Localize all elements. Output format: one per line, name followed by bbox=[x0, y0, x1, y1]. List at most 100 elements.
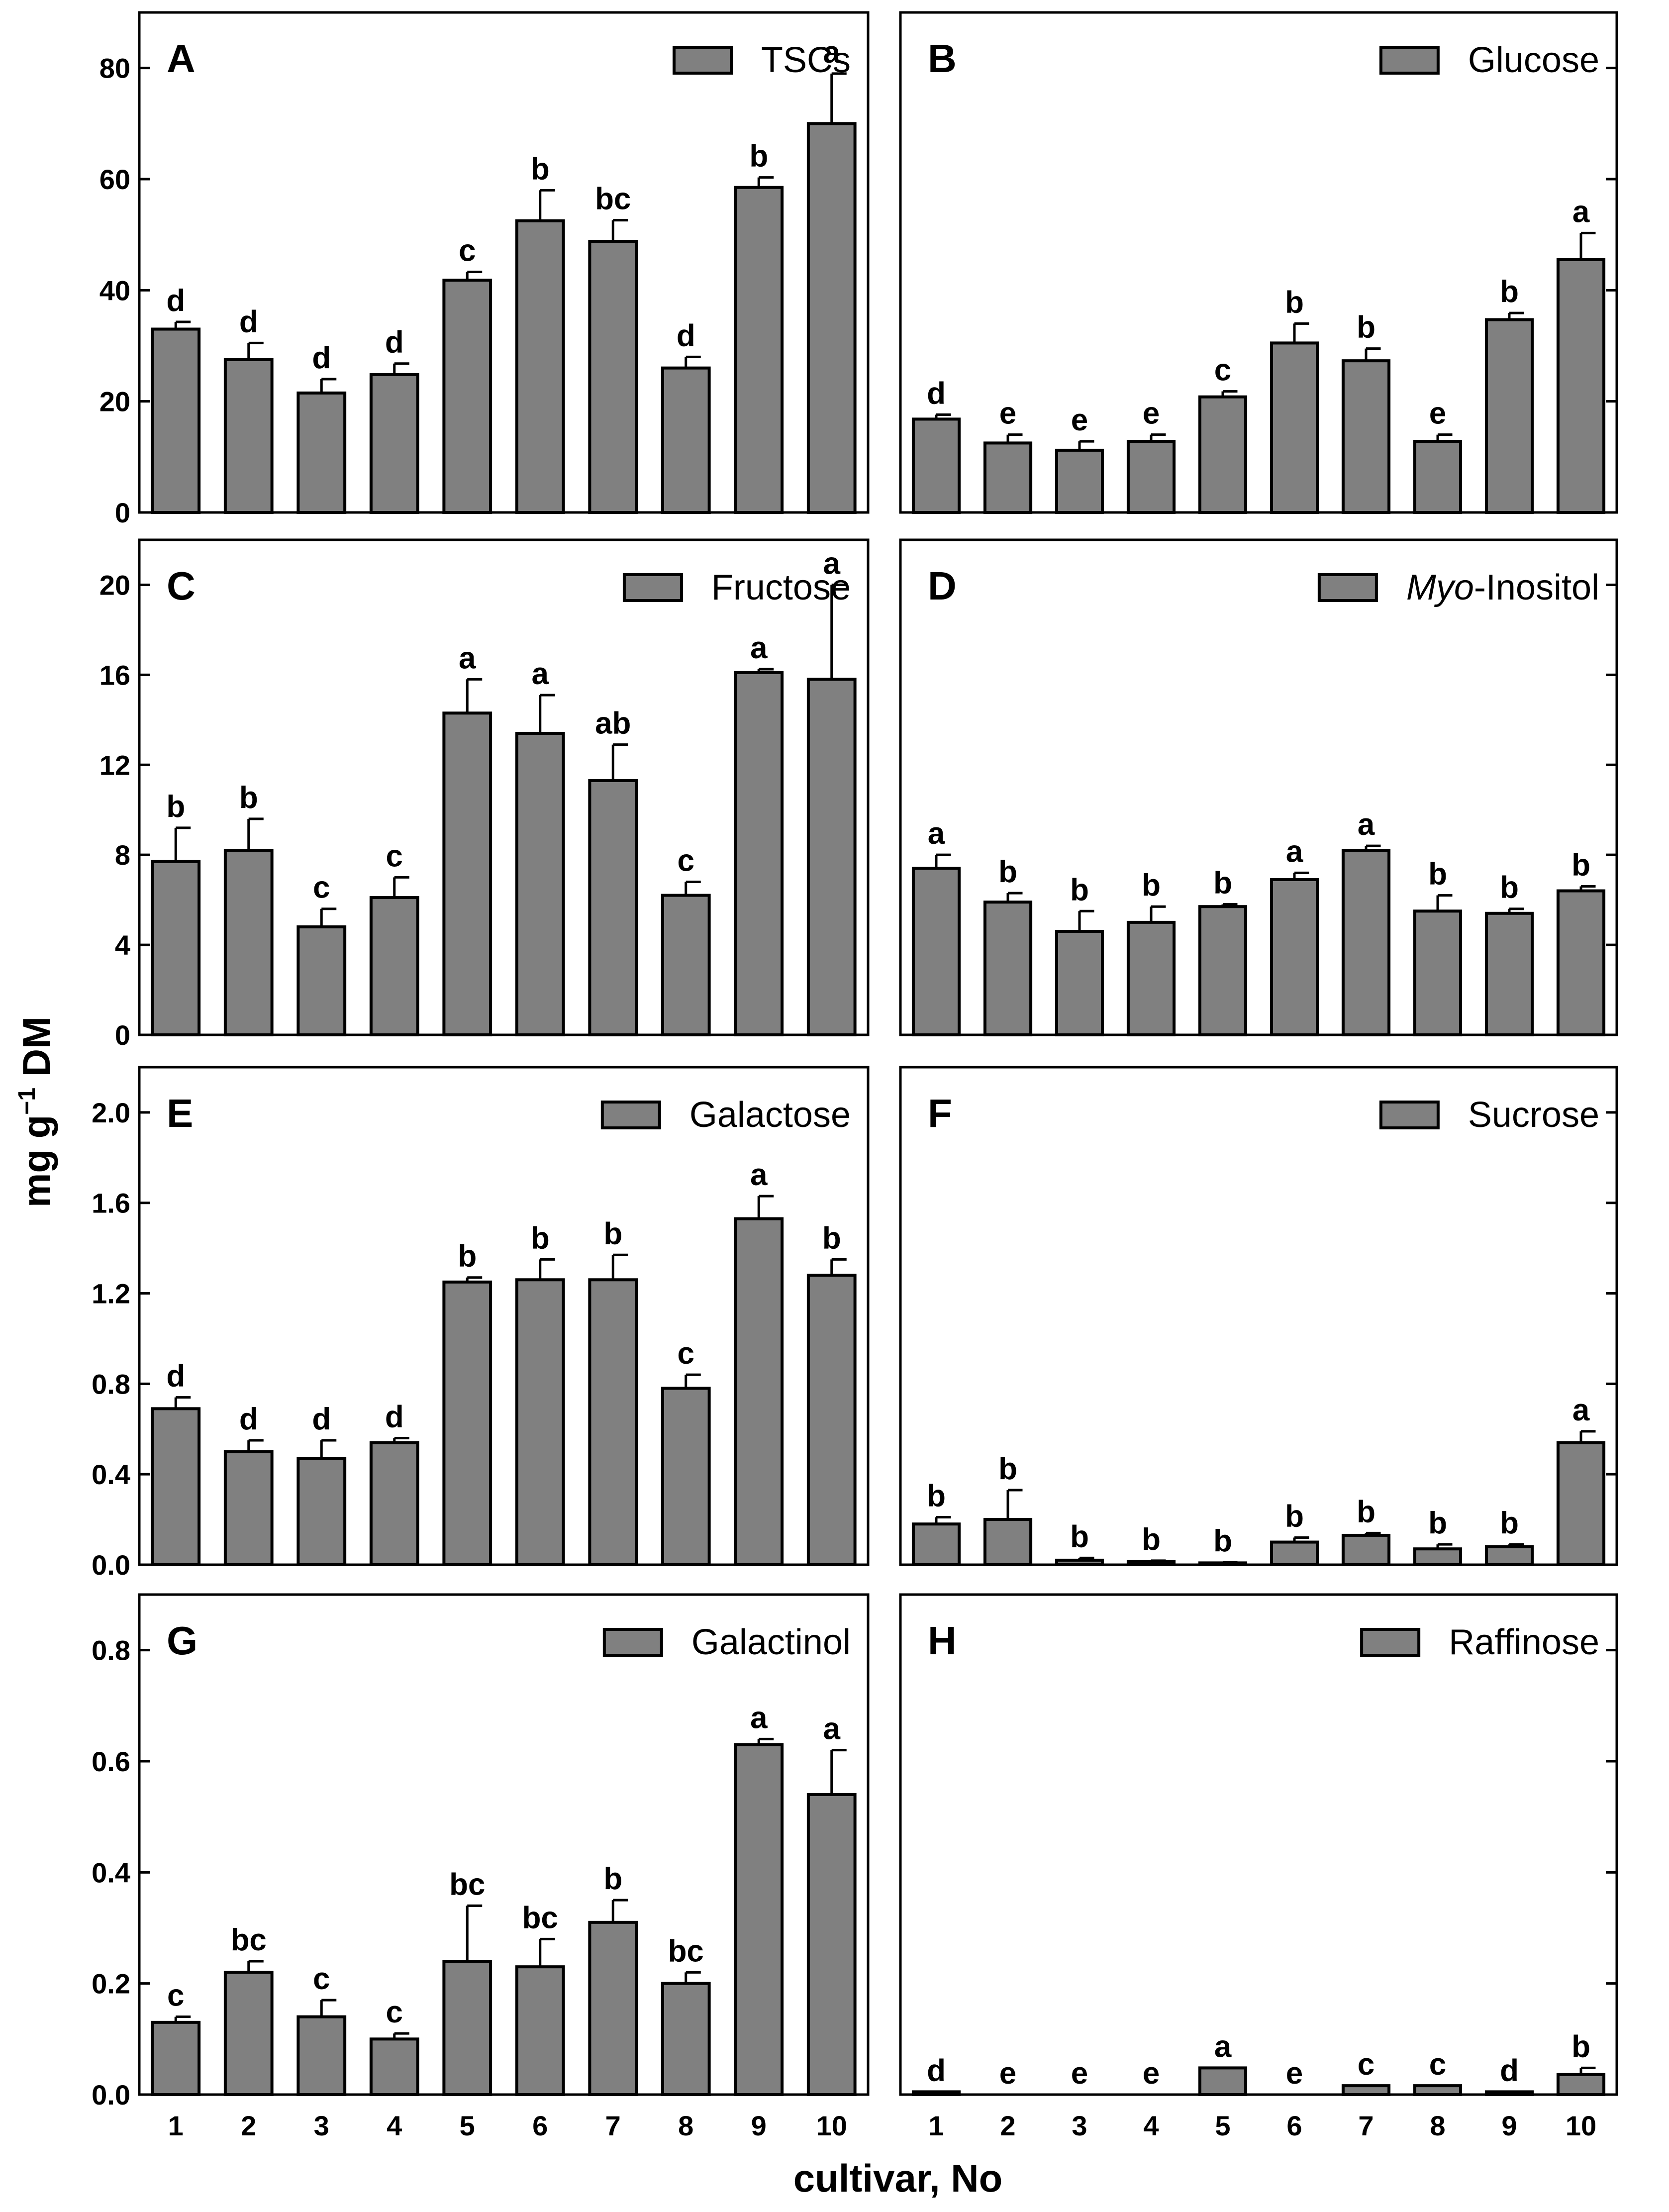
plot-frame bbox=[899, 1593, 1618, 2096]
significance-letter: b bbox=[998, 855, 1017, 889]
bar bbox=[1341, 2084, 1391, 2096]
significance-letter: b bbox=[166, 790, 185, 824]
significance-letter: c bbox=[678, 843, 694, 878]
chart-panel-c: 0 4 8 12 16 20 b b c c a a ab c a a C Fructose bbox=[99, 538, 870, 1051]
significance-letter: b bbox=[458, 1239, 477, 1274]
significance-letter: b bbox=[531, 1221, 550, 1255]
significance-letter: a bbox=[459, 641, 476, 675]
legend-label-text: Galactose bbox=[689, 1095, 851, 1135]
legend-label: TSCs bbox=[761, 40, 851, 80]
significance-letter: b bbox=[1357, 310, 1375, 345]
legend-label-text: Fructose bbox=[711, 568, 851, 607]
significance-letter: c bbox=[313, 1962, 330, 1996]
legend-label-italic: Myo bbox=[1406, 568, 1474, 607]
significance-letter: a bbox=[532, 657, 549, 691]
bar bbox=[1341, 849, 1391, 1036]
y-tick-label: 0.4 bbox=[92, 1857, 130, 1888]
bar bbox=[515, 1278, 565, 1566]
legend-label-text: Raffinose bbox=[1449, 1622, 1599, 1662]
significance-letter: a bbox=[1286, 834, 1303, 869]
significance-letter: bc bbox=[231, 1923, 267, 1957]
bar bbox=[151, 1407, 201, 1566]
x-tick-label: 10 bbox=[1566, 2110, 1596, 2141]
bar bbox=[515, 1965, 565, 2097]
legend-swatch bbox=[600, 1101, 661, 1129]
significance-letter: a bbox=[823, 35, 841, 70]
panel-letter: B bbox=[928, 36, 957, 81]
significance-letter: c bbox=[313, 871, 330, 905]
y-tick-label: 16 bbox=[99, 659, 130, 691]
significance-letter: b bbox=[749, 139, 768, 174]
bar bbox=[442, 1960, 492, 2096]
significance-letter: b bbox=[1213, 1524, 1232, 1558]
bar bbox=[442, 279, 492, 514]
panel-letter: A bbox=[167, 36, 196, 81]
bar bbox=[1126, 920, 1176, 1037]
bar bbox=[515, 731, 565, 1037]
x-tick-label: 7 bbox=[605, 2110, 621, 2141]
bar bbox=[1556, 2073, 1606, 2096]
y-tick-label: 40 bbox=[99, 275, 130, 306]
significance-letter: b bbox=[1500, 1506, 1519, 1540]
significance-letter: d bbox=[312, 341, 331, 375]
bar bbox=[911, 867, 961, 1037]
y-tick-label: 0.0 bbox=[92, 1549, 130, 1581]
bar bbox=[1055, 929, 1104, 1037]
significance-letter: a bbox=[928, 816, 945, 851]
significance-letter: e bbox=[999, 397, 1016, 431]
significance-letter: a bbox=[823, 546, 841, 581]
significance-letter: b bbox=[822, 1221, 841, 1255]
bar bbox=[1270, 341, 1319, 514]
x-tick-label: 9 bbox=[751, 2110, 767, 2141]
y-tick-label: 0.8 bbox=[92, 1368, 130, 1400]
bar bbox=[223, 1450, 274, 1567]
significance-letter: c bbox=[1214, 353, 1231, 388]
bar bbox=[442, 711, 492, 1036]
significance-letter: bc bbox=[595, 182, 631, 216]
significance-letter: b bbox=[1357, 1495, 1375, 1529]
x-tick-label: 8 bbox=[1430, 2110, 1445, 2141]
bar bbox=[151, 2020, 201, 2096]
chart-panel-b: d e e e c b b e b a B Glucose bbox=[899, 11, 1618, 514]
x-tick-label: 1 bbox=[168, 2110, 184, 2141]
significance-letter: a bbox=[1572, 1393, 1590, 1427]
bar bbox=[1556, 889, 1606, 1036]
panel-letter: C bbox=[167, 564, 196, 608]
legend-swatch bbox=[1360, 1628, 1421, 1657]
bar bbox=[223, 849, 274, 1036]
bar bbox=[734, 1743, 784, 2096]
bar bbox=[1126, 440, 1176, 514]
y-tick-label: 0.4 bbox=[92, 1459, 130, 1490]
bar bbox=[911, 1522, 961, 1567]
legend-label-text: Glucose bbox=[1468, 40, 1599, 80]
bar bbox=[1341, 359, 1391, 514]
significance-letter: b bbox=[239, 781, 258, 815]
y-tick-label: 2.0 bbox=[92, 1097, 130, 1128]
significance-letter: c bbox=[386, 1995, 403, 2029]
legend-swatch bbox=[1317, 573, 1378, 602]
bar bbox=[223, 358, 274, 514]
bar bbox=[1556, 1441, 1606, 1566]
y-axis-title: mg g−1 DM bbox=[14, 1016, 58, 1207]
bar bbox=[1484, 2090, 1534, 2096]
significance-letter: c bbox=[459, 233, 476, 268]
bar bbox=[1341, 1533, 1391, 1567]
y-axis-title-exponent: −1 bbox=[14, 1088, 40, 1115]
legend-label-text: Sucrose bbox=[1468, 1095, 1599, 1135]
bar bbox=[1198, 2066, 1248, 2096]
legend-label: Galactinol bbox=[691, 1622, 851, 1662]
legend: TSCs bbox=[673, 40, 851, 80]
plot-frame bbox=[138, 11, 870, 514]
y-tick-label: 0.2 bbox=[92, 1968, 130, 2000]
x-axis-title: cultivar, No bbox=[793, 2156, 1002, 2200]
significance-letter: a bbox=[1358, 807, 1375, 842]
bar bbox=[369, 2037, 419, 2097]
x-tick-label: 9 bbox=[1501, 2110, 1517, 2141]
bar bbox=[661, 366, 711, 514]
y-tick-label: 20 bbox=[99, 569, 130, 601]
significance-letter: c bbox=[386, 839, 403, 873]
y-tick-label: 0 bbox=[115, 497, 130, 528]
bar bbox=[734, 186, 784, 514]
